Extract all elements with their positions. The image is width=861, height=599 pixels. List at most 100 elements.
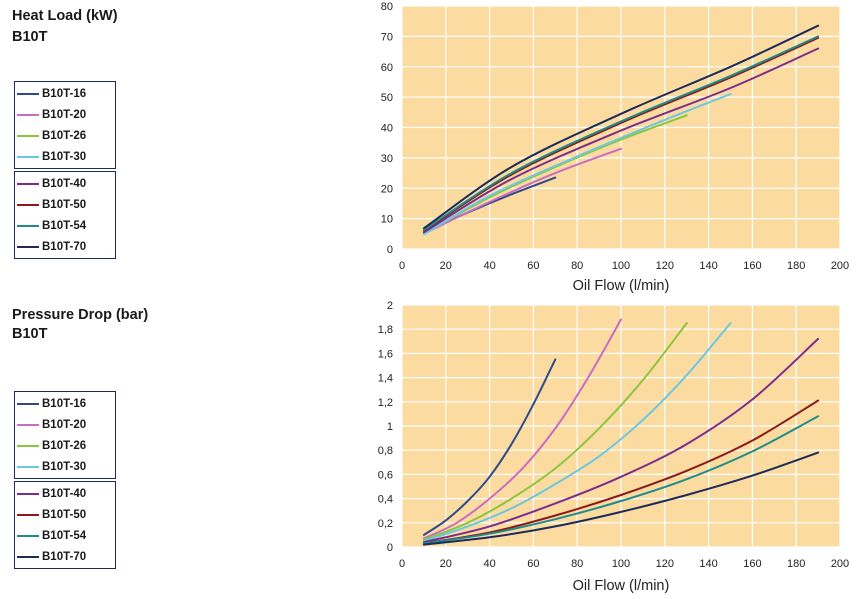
x-tick-label: 100 bbox=[612, 260, 630, 272]
y-tick-label: 0,2 bbox=[378, 518, 393, 530]
legend-label: B10T-70 bbox=[42, 240, 87, 253]
legend-label: B10T-30 bbox=[42, 460, 87, 473]
x-tick-label: 80 bbox=[571, 260, 583, 272]
series-line-b10t-30 bbox=[422, 93, 732, 236]
y-tick-label: 40 bbox=[381, 123, 393, 135]
y-tick-label: 1,2 bbox=[378, 397, 393, 409]
legend-swatch bbox=[17, 134, 39, 137]
legend-group-a: B10T-16 B10T-20 B10T-26 B10T-30 bbox=[14, 81, 116, 169]
legend-item: B10T-26 bbox=[15, 435, 115, 456]
legend-label: B10T-50 bbox=[42, 508, 87, 521]
x-tick-label: 200 bbox=[831, 558, 849, 570]
y-tick-label: 80 bbox=[381, 1, 393, 13]
series-line-b10t-16 bbox=[422, 358, 557, 536]
x-tick-label: 20 bbox=[440, 558, 452, 570]
x-tick-label: 0 bbox=[399, 260, 405, 272]
legend-label: B10T-16 bbox=[42, 87, 87, 100]
series-line-b10t-70 bbox=[422, 24, 820, 230]
series-line-b10t-40 bbox=[422, 337, 820, 544]
legend-swatch bbox=[17, 92, 39, 95]
legend-swatch bbox=[17, 113, 39, 116]
legend-label: B10T-54 bbox=[42, 529, 87, 542]
x-tick-label: 40 bbox=[483, 260, 495, 272]
legend-item: B10T-70 bbox=[15, 546, 115, 567]
legend-item: B10T-20 bbox=[15, 104, 115, 125]
series-line-b10t-54 bbox=[422, 35, 820, 232]
legend-swatch bbox=[17, 423, 39, 426]
legend-swatch bbox=[17, 492, 39, 495]
legend-item: B10T-16 bbox=[15, 393, 115, 414]
chart-2-subheading: B10T bbox=[12, 326, 48, 342]
x-tick-label: 200 bbox=[831, 260, 849, 272]
x-tick-label: 180 bbox=[787, 260, 805, 272]
legend-label: B10T-16 bbox=[42, 397, 87, 410]
legend-swatch bbox=[17, 245, 39, 248]
legend-swatch bbox=[17, 224, 39, 227]
x-tick-label: 40 bbox=[483, 558, 495, 570]
x-tick-label: 60 bbox=[527, 558, 539, 570]
legend-swatch bbox=[17, 203, 39, 206]
y-tick-label: 0 bbox=[387, 244, 393, 256]
series-line-b10t-50 bbox=[422, 399, 820, 545]
x-axis-label: Oil Flow (l/min) bbox=[573, 278, 670, 294]
y-tick-label: 20 bbox=[381, 183, 393, 195]
legend-group-a: B10T-16 B10T-20 B10T-26 B10T-30 bbox=[14, 391, 116, 479]
series-line-b10t-54 bbox=[422, 415, 820, 545]
y-tick-label: 1,6 bbox=[378, 348, 393, 360]
legend-item: B10T-70 bbox=[15, 236, 115, 257]
y-tick-label: 0 bbox=[387, 542, 393, 554]
legend-item: B10T-54 bbox=[15, 525, 115, 546]
legend-label: B10T-30 bbox=[42, 150, 87, 163]
legend-item: B10T-26 bbox=[15, 125, 115, 146]
x-axis-label: Oil Flow (l/min) bbox=[573, 578, 670, 594]
legend-label: B10T-26 bbox=[42, 439, 87, 452]
series-line-b10t-26 bbox=[422, 114, 688, 235]
series-line-b10t-20 bbox=[422, 147, 622, 235]
chart-1-heading: Heat Load (kW) bbox=[12, 8, 118, 24]
x-tick-label: 60 bbox=[527, 260, 539, 272]
legend-item: B10T-40 bbox=[15, 483, 115, 504]
y-tick-label: 2 bbox=[387, 300, 393, 312]
plot-area bbox=[402, 305, 840, 547]
y-tick-label: 1,4 bbox=[378, 373, 393, 385]
y-tick-label: 0,4 bbox=[378, 494, 393, 506]
legend-group-b: B10T-40 B10T-50 B10T-54 B10T-70 bbox=[14, 171, 116, 259]
x-tick-label: 180 bbox=[787, 558, 805, 570]
y-tick-label: 0,8 bbox=[378, 445, 393, 457]
chart-2: 00,20,40,60,811,21,41,61,820 20 40 60 80 100 1… bbox=[378, 300, 849, 594]
legend-group-b: B10T-40 B10T-50 B10T-54 B10T-70 bbox=[14, 481, 116, 569]
series-line-b10t-26 bbox=[422, 322, 688, 541]
legend-item: B10T-40 bbox=[15, 173, 115, 194]
series-line-b10t-30 bbox=[422, 322, 732, 542]
series-line-b10t-40 bbox=[422, 47, 820, 234]
y-tick-label: 0,6 bbox=[378, 469, 393, 481]
legend-label: B10T-70 bbox=[42, 550, 87, 563]
y-tick-label: 1,8 bbox=[378, 324, 393, 336]
x-tick-label: 120 bbox=[656, 558, 674, 570]
chart-2-heading: Pressure Drop (bar) bbox=[12, 307, 149, 323]
chart-1-subheading: B10T bbox=[12, 29, 48, 45]
legend-swatch bbox=[17, 402, 39, 405]
x-tick-label: 80 bbox=[571, 558, 583, 570]
series-line-b10t-20 bbox=[422, 318, 622, 540]
series-line-b10t-50 bbox=[422, 36, 820, 232]
legend-swatch bbox=[17, 534, 39, 537]
legend-item: B10T-20 bbox=[15, 414, 115, 435]
x-tick-label: 140 bbox=[699, 260, 717, 272]
y-tick-label: 70 bbox=[381, 31, 393, 43]
y-tick-label: 60 bbox=[381, 62, 393, 74]
legend-label: B10T-26 bbox=[42, 129, 87, 142]
legend-swatch bbox=[17, 182, 39, 185]
legend-item: B10T-30 bbox=[15, 146, 115, 167]
legend-item: B10T-50 bbox=[15, 504, 115, 525]
legend-item: B10T-50 bbox=[15, 194, 115, 215]
legend-label: B10T-54 bbox=[42, 219, 87, 232]
y-tick-label: 1 bbox=[387, 421, 393, 433]
legend-item: B10T-16 bbox=[15, 83, 115, 104]
x-tick-label: 0 bbox=[399, 558, 405, 570]
legend-swatch bbox=[17, 465, 39, 468]
chart-1: 0 10 20 30 40 50 60 70 80 0 20 40 60 80 100 120 140 160 18… bbox=[381, 1, 849, 294]
x-tick-label: 20 bbox=[440, 260, 452, 272]
x-tick-label: 160 bbox=[743, 558, 761, 570]
